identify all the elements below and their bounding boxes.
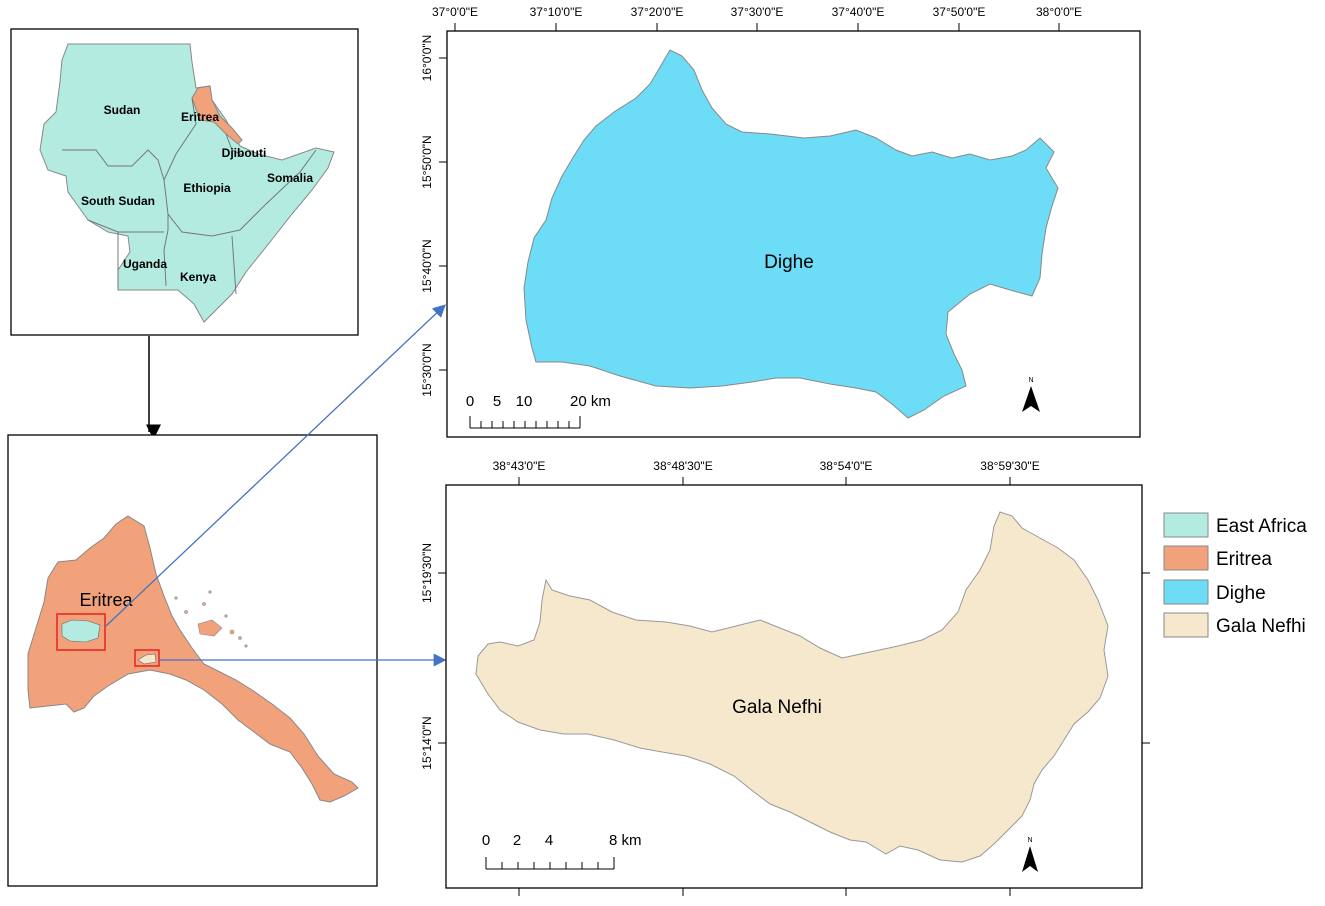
dighe-scale-bar: 0 5 10 20 km	[466, 393, 611, 429]
legend-label-gala-nefhi: Gala Nefhi	[1216, 616, 1306, 637]
legend-swatch-dighe	[1163, 579, 1209, 605]
dighe-top-tick-label: 37°30'0"E	[731, 5, 784, 19]
gala-top-tick-label: 38°59'30"E	[980, 459, 1039, 473]
dighe-panel: Dighe 37°0'0"E 37°10'0"E 37°20'0"E 37°30'0"…	[420, 5, 1141, 438]
dighe-top-tick-label: 37°40'0"E	[832, 5, 885, 19]
dighe-connector-arrow	[105, 304, 446, 627]
gala-top-tick-label: 38°48'30"E	[653, 459, 712, 473]
gala-scale-label-0: 0	[482, 832, 490, 849]
dighe-left-tick-label: 15°40'0"N	[420, 239, 434, 292]
dighe-top-tick-label: 37°50'0"E	[933, 5, 986, 19]
dighe-scale-label-0: 0	[466, 393, 474, 410]
country-label-uganda: Uganda	[123, 257, 167, 271]
country-label-sudan: Sudan	[104, 103, 141, 117]
dighe-label: Dighe	[764, 252, 814, 273]
country-borders	[62, 97, 317, 295]
gala-scale-label-4: 4	[545, 832, 553, 849]
country-label-ethiopia: Ethiopia	[183, 181, 231, 195]
eritrea-inset-shape	[191, 85, 243, 145]
country-label-south-sudan: South Sudan	[81, 194, 155, 208]
gala-nefhi-highlight-box	[134, 649, 160, 667]
gala-scale-bar: 0 2 4 8 km	[482, 832, 642, 870]
gala-left-tick-label: 15°19'30"N	[420, 543, 434, 603]
east-africa-panel: Sudan Eritrea Djibouti Ethiopia Somalia …	[10, 28, 359, 336]
dighe-top-tick-label: 37°10'0"E	[530, 5, 583, 19]
gala-nefhi-label: Gala Nefhi	[732, 697, 822, 718]
gala-north-arrow: N	[1022, 837, 1038, 872]
dighe-left-tick-label: 16°0'0"N	[420, 35, 434, 82]
gala-nefhi-inset-shape	[137, 653, 157, 665]
dighe-highlight-box	[56, 613, 106, 651]
gala-nefhi-panel: Gala Nefhi 38°43'0"E 38°48'30"E 38°54'0"E 3…	[420, 459, 1150, 896]
dighe-inset-shape	[61, 619, 101, 643]
gala-nefhi-shape	[475, 511, 1109, 863]
gala-left-tick-label: 15°14'0"N	[420, 716, 434, 769]
gala-top-tick-label: 38°54'0"E	[820, 459, 873, 473]
dighe-scale-label-10: 10	[516, 393, 533, 410]
gala-top-ticks: 38°43'0"E 38°48'30"E 38°54'0"E 38°59'30"E	[493, 459, 1040, 485]
dighe-left-ticks: 16°0'0"N 15°50'0"N 15°40'0"N 15°30'0"N	[420, 35, 447, 397]
dighe-top-ticks: 37°0'0"E 37°10'0"E 37°20'0"E 37°30'0"E 37°40…	[432, 5, 1082, 31]
eritrea-label: Eritrea	[79, 590, 133, 610]
gala-scale-label-2: 2	[513, 832, 521, 849]
dighe-top-tick-label: 37°20'0"E	[631, 5, 684, 19]
legend-label-eritrea: Eritrea	[1216, 549, 1272, 570]
legend-label-east-africa: East Africa	[1216, 516, 1307, 537]
dighe-scale-label-5: 5	[493, 393, 501, 410]
dighe-north-label: N	[1028, 377, 1033, 384]
dighe-top-tick-label: 37°0'0"E	[432, 5, 478, 19]
dahlak-islands	[174, 590, 248, 648]
dighe-shape	[523, 49, 1059, 419]
gala-top-tick-label: 38°43'0"E	[493, 459, 546, 473]
dighe-top-tick-label: 38°0'0"E	[1036, 5, 1082, 19]
legend-swatch-eritrea	[1163, 545, 1209, 571]
gala-north-label: N	[1027, 837, 1032, 844]
gala-left-ticks: 15°19'30"N 15°14'0"N	[420, 543, 446, 770]
dighe-north-arrow: N	[1022, 377, 1040, 412]
country-label-djibouti: Djibouti	[222, 146, 267, 160]
dighe-scale-label-20: 20 km	[570, 393, 611, 410]
legend-label-dighe: Dighe	[1216, 583, 1266, 604]
dighe-left-tick-label: 15°50'0"N	[420, 135, 434, 188]
legend-swatch-east-africa	[1163, 512, 1209, 538]
country-label-kenya: Kenya	[180, 270, 216, 284]
eritrea-shape	[27, 515, 359, 803]
country-label-somalia: Somalia	[267, 171, 313, 185]
dighe-left-tick-label: 15°30'0"N	[420, 343, 434, 396]
legend-swatch-gala-nefhi	[1163, 612, 1209, 638]
legend: East Africa Eritrea Dighe Gala Nefhi	[1163, 512, 1307, 638]
gala-scale-label-8: 8 km	[609, 832, 642, 849]
country-label-eritrea: Eritrea	[181, 110, 219, 124]
